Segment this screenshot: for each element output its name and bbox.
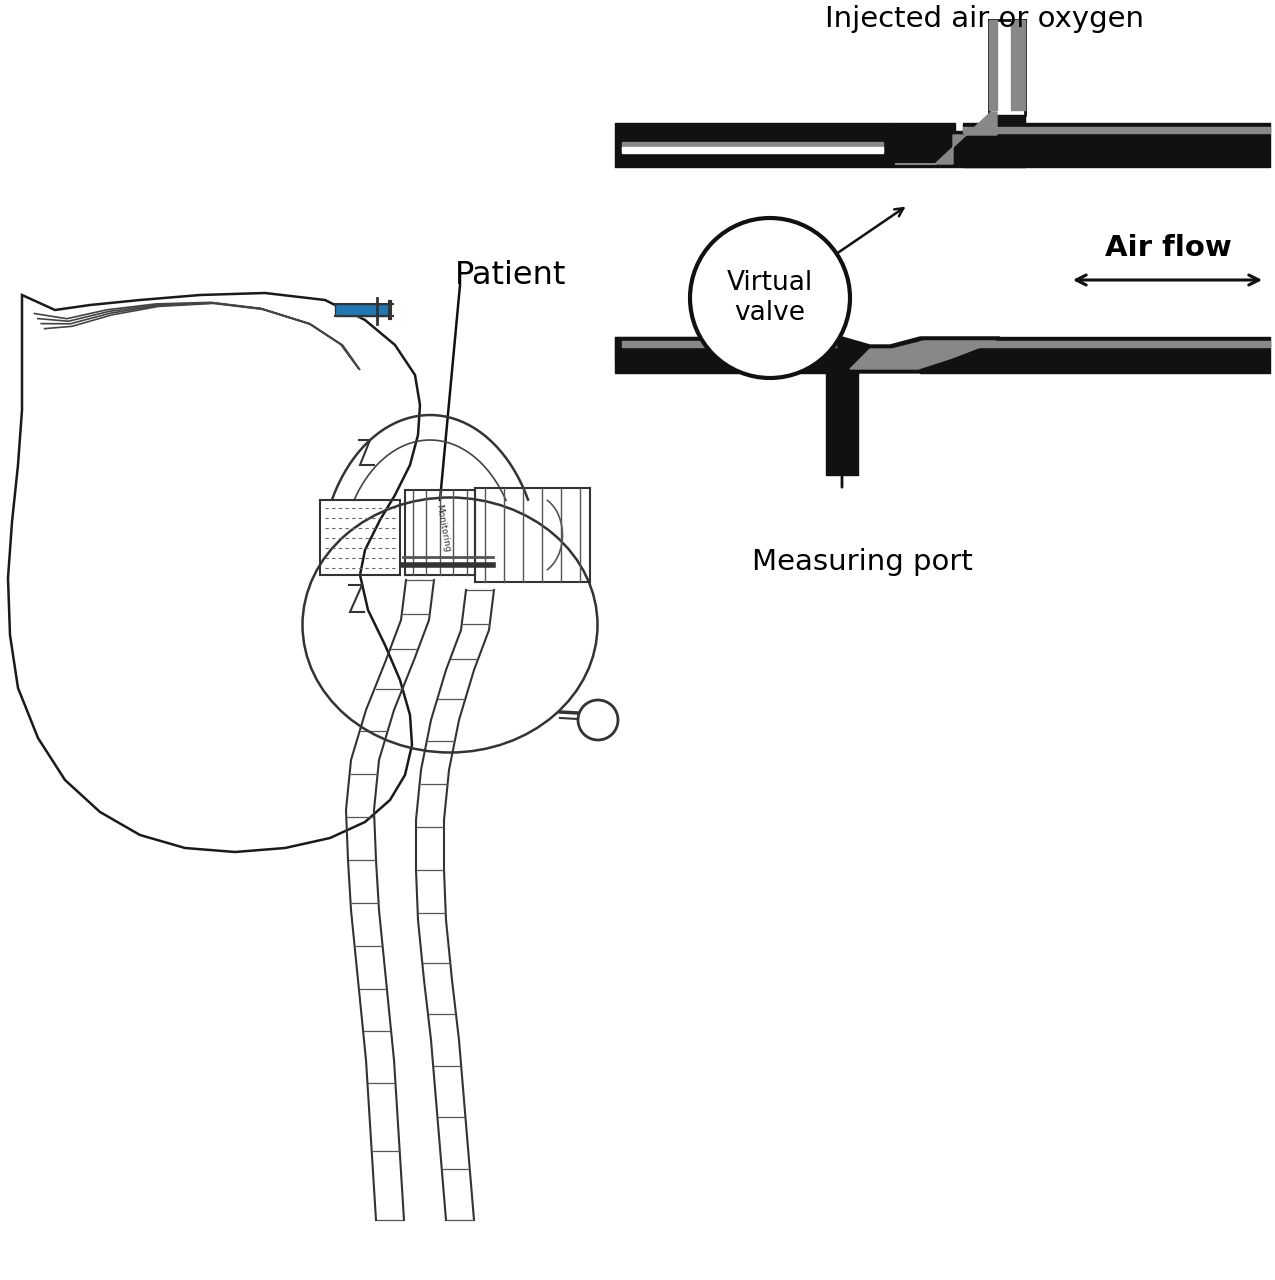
Polygon shape bbox=[890, 115, 1025, 166]
Polygon shape bbox=[895, 113, 997, 164]
Text: Patient: Patient bbox=[455, 260, 566, 291]
Polygon shape bbox=[842, 337, 1000, 372]
Circle shape bbox=[690, 218, 850, 378]
Polygon shape bbox=[8, 293, 419, 852]
Text: Injected air or oxygen: Injected air or oxygen bbox=[825, 5, 1145, 33]
Text: Monitoring: Monitoring bbox=[435, 503, 451, 553]
Text: Virtual
valve: Virtual valve bbox=[727, 270, 813, 326]
Polygon shape bbox=[850, 340, 996, 369]
Text: Measuring port: Measuring port bbox=[751, 548, 973, 576]
Text: Air flow: Air flow bbox=[1104, 234, 1232, 262]
